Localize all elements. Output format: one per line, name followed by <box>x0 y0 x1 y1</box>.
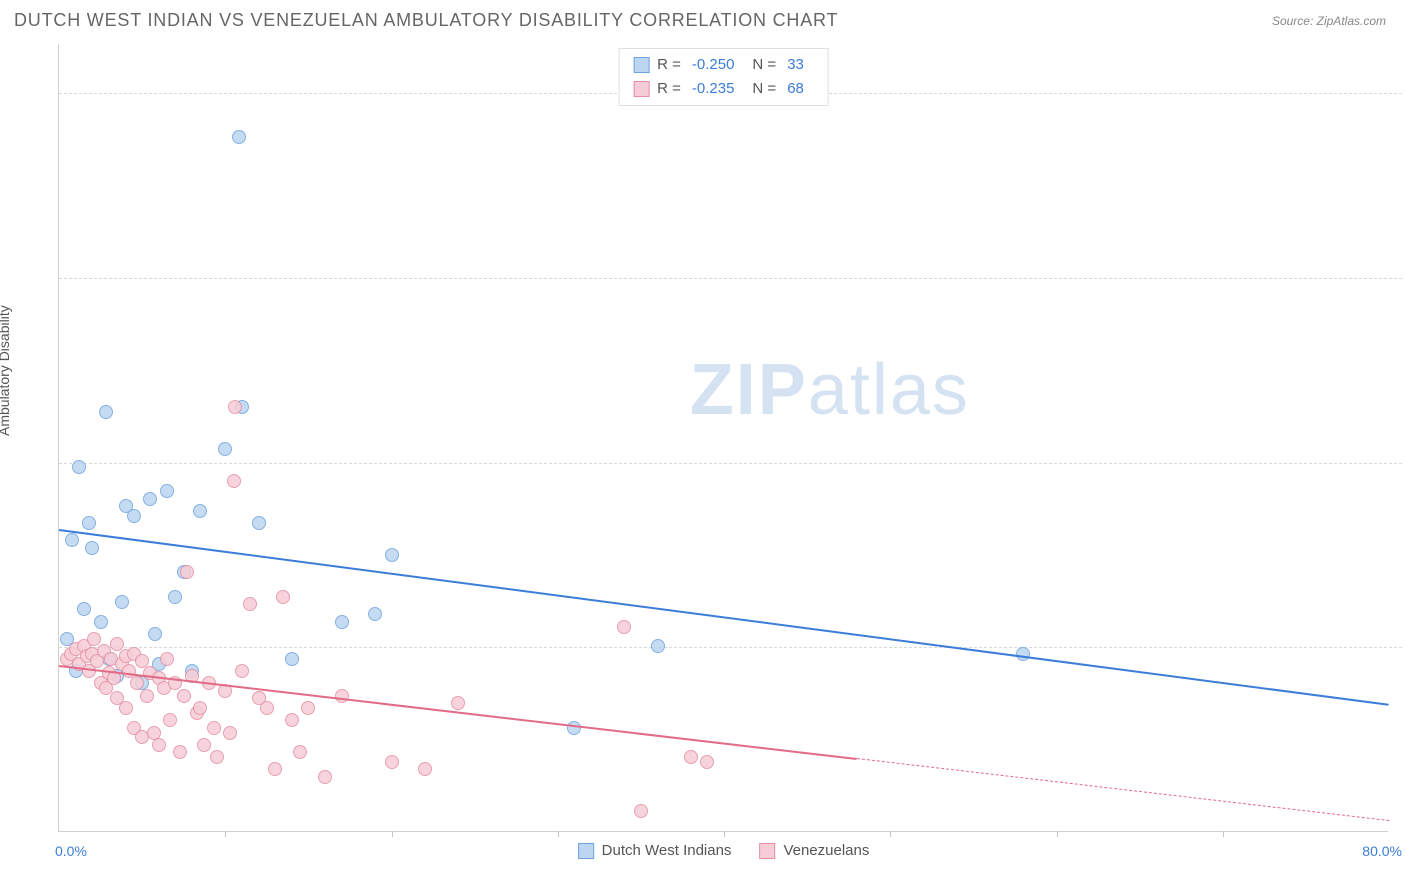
gridline <box>59 647 1402 648</box>
data-point <box>130 676 144 690</box>
gridline <box>59 463 1402 464</box>
data-point <box>143 492 157 506</box>
y-tick-label: 22.5% <box>1394 270 1406 286</box>
data-point <box>152 738 166 752</box>
watermark: ZIPatlas <box>690 349 970 431</box>
data-point <box>243 597 257 611</box>
data-point <box>94 615 108 629</box>
correlation-legend: R =-0.250N =33R =-0.235N =68 <box>618 48 829 106</box>
data-point <box>115 595 129 609</box>
data-point <box>85 541 99 555</box>
data-point <box>77 602 91 616</box>
data-point <box>368 607 382 621</box>
x-tick-mark <box>724 831 725 837</box>
data-point <box>193 504 207 518</box>
data-point <box>700 755 714 769</box>
data-point <box>160 484 174 498</box>
data-point <box>235 664 249 678</box>
data-point <box>651 639 665 653</box>
x-tick-mark <box>1223 831 1224 837</box>
data-point <box>268 762 282 776</box>
data-point <box>318 770 332 784</box>
source-attribution: Source: ZipAtlas.com <box>1272 14 1386 28</box>
data-point <box>451 696 465 710</box>
data-point <box>119 701 133 715</box>
legend-row: R =-0.235N =68 <box>633 77 814 101</box>
data-point <box>301 701 315 715</box>
legend-item: Venezuelans <box>759 842 869 859</box>
x-tick-mark <box>392 831 393 837</box>
y-axis-label: Ambulatory Disability <box>0 305 12 436</box>
data-point <box>260 701 274 715</box>
y-tick-label: 30.0% <box>1394 85 1406 101</box>
x-tick-mark <box>558 831 559 837</box>
legend-row: R =-0.250N =33 <box>633 53 814 77</box>
series-legend: Dutch West Indians Venezuelans <box>578 842 870 859</box>
data-point <box>127 509 141 523</box>
data-point <box>617 620 631 634</box>
data-point <box>252 516 266 530</box>
gridline <box>59 278 1402 279</box>
data-point <box>173 745 187 759</box>
data-point <box>285 713 299 727</box>
plot-area: ZIPatlas 7.5%15.0%22.5%30.0%0.0%80.0%R =… <box>58 44 1388 832</box>
data-point <box>335 615 349 629</box>
x-min-label: 0.0% <box>55 843 87 859</box>
data-point <box>1016 647 1030 661</box>
data-point <box>177 689 191 703</box>
data-point <box>72 460 86 474</box>
x-tick-mark <box>225 831 226 837</box>
data-point <box>227 474 241 488</box>
trend-line <box>857 758 1389 821</box>
data-point <box>684 750 698 764</box>
data-point <box>232 130 246 144</box>
data-point <box>82 516 96 530</box>
data-point <box>197 738 211 752</box>
legend-swatch <box>578 843 594 859</box>
data-point <box>160 652 174 666</box>
data-point <box>168 590 182 604</box>
y-tick-label: 15.0% <box>1394 455 1406 471</box>
data-point <box>87 632 101 646</box>
chart-title: DUTCH WEST INDIAN VS VENEZUELAN AMBULATO… <box>14 10 838 31</box>
data-point <box>223 726 237 740</box>
trend-line <box>59 529 1389 706</box>
data-point <box>418 762 432 776</box>
data-point <box>210 750 224 764</box>
data-point <box>385 755 399 769</box>
data-point <box>140 689 154 703</box>
data-point <box>193 701 207 715</box>
data-point <box>385 548 399 562</box>
data-point <box>228 400 242 414</box>
data-point <box>180 565 194 579</box>
x-tick-mark <box>1057 831 1058 837</box>
data-point <box>148 627 162 641</box>
data-point <box>293 745 307 759</box>
legend-swatch <box>759 843 775 859</box>
legend-swatch <box>633 57 649 73</box>
legend-item: Dutch West Indians <box>578 842 732 859</box>
data-point <box>218 442 232 456</box>
data-point <box>285 652 299 666</box>
data-point <box>276 590 290 604</box>
x-max-label: 80.0% <box>1362 843 1402 859</box>
data-point <box>99 405 113 419</box>
data-point <box>207 721 221 735</box>
x-tick-mark <box>890 831 891 837</box>
y-tick-label: 7.5% <box>1394 639 1406 655</box>
data-point <box>163 713 177 727</box>
chart-container: Ambulatory Disability ZIPatlas 7.5%15.0%… <box>14 44 1406 892</box>
data-point <box>634 804 648 818</box>
data-point <box>65 533 79 547</box>
legend-swatch <box>633 81 649 97</box>
